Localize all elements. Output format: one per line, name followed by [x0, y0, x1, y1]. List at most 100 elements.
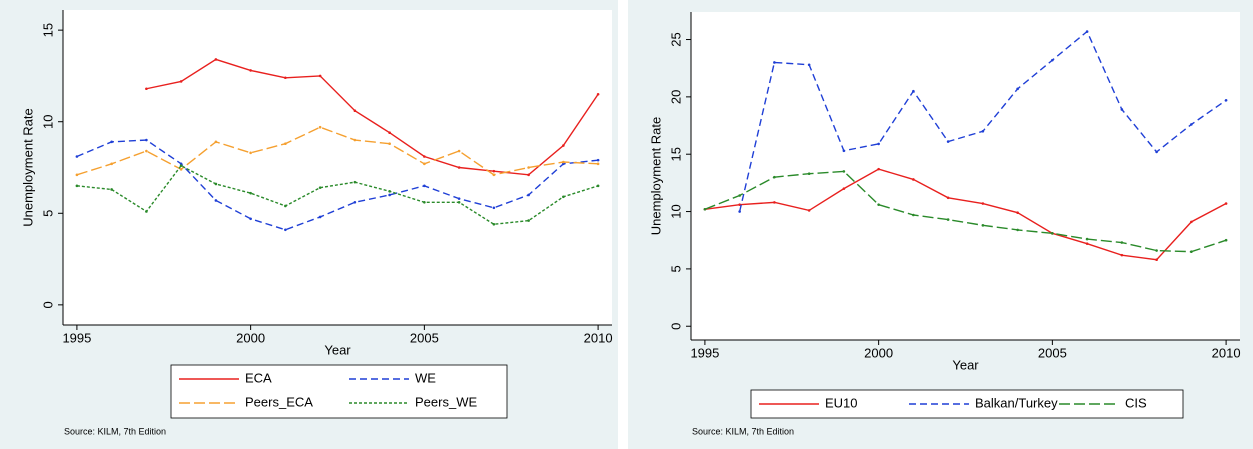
data-point [1016, 228, 1019, 232]
data-point [179, 164, 183, 167]
data-point [912, 178, 915, 181]
data-point [1224, 202, 1228, 205]
data-point [75, 173, 79, 177]
data-point [145, 138, 148, 142]
data-point [1155, 150, 1158, 154]
data-point [527, 193, 530, 197]
data-point [842, 149, 846, 153]
data-point [318, 186, 322, 189]
data-point [738, 194, 741, 197]
data-point [284, 204, 287, 208]
series-line [704, 168, 1227, 261]
data-point [912, 89, 915, 93]
data-point [527, 219, 530, 222]
y-axis-title: Unemployment Rate [20, 108, 35, 227]
data-point [877, 167, 880, 171]
data-point [318, 215, 322, 219]
data-point [596, 92, 600, 96]
data-point [284, 76, 287, 80]
data-point [318, 125, 322, 129]
data-point [423, 155, 426, 158]
data-point [457, 166, 461, 169]
series-line [146, 58, 599, 176]
data-point [75, 184, 79, 188]
plot-area [63, 10, 612, 325]
legend-label: Peers_ECA [245, 394, 313, 409]
x-tick-label: 2000 [864, 345, 893, 360]
data-point [1016, 211, 1019, 214]
series-line [704, 170, 1227, 253]
data-point [773, 175, 776, 179]
legend-label: ECA [245, 370, 272, 385]
data-point [1120, 108, 1124, 111]
data-point [388, 193, 391, 197]
data-point [179, 80, 183, 83]
data-point [527, 173, 530, 177]
data-point [562, 162, 565, 166]
data-point [145, 210, 148, 213]
data-point [284, 142, 287, 145]
legend-label: EU10 [825, 395, 858, 410]
data-point [738, 203, 741, 206]
y-tick-label: 10 [40, 114, 55, 128]
data-point [457, 200, 461, 204]
data-point [807, 63, 811, 67]
data-point [249, 191, 252, 195]
data-point [1120, 241, 1124, 244]
data-point [110, 188, 113, 191]
y-tick-label: 0 [40, 301, 55, 308]
data-point [214, 182, 218, 186]
x-axis-title: Year [952, 357, 979, 372]
data-point [353, 200, 357, 204]
data-point [773, 61, 776, 64]
data-point [773, 201, 776, 204]
x-axis-title: Year [324, 342, 351, 357]
data-point [562, 160, 565, 164]
data-point [1224, 238, 1228, 242]
data-point [807, 209, 811, 212]
data-point [1051, 232, 1054, 235]
y-tick-label: 0 [668, 323, 683, 330]
data-point [179, 162, 183, 166]
data-point [353, 109, 357, 113]
y-tick-label: 10 [668, 204, 683, 218]
data-point [249, 217, 252, 221]
data-point [214, 199, 218, 202]
data-point [284, 228, 287, 232]
data-point [492, 173, 496, 177]
data-point [353, 138, 357, 142]
data-point [981, 129, 985, 133]
data-point [946, 196, 950, 200]
data-point [1190, 123, 1193, 126]
data-point [145, 149, 148, 153]
plot-area [691, 12, 1240, 340]
data-point [423, 184, 426, 188]
y-tick-label: 15 [40, 23, 55, 37]
legend-label: WE [415, 370, 436, 385]
data-point [179, 168, 183, 171]
data-point [1155, 258, 1158, 262]
data-point [1016, 87, 1019, 91]
data-point [877, 203, 880, 206]
x-tick-label: 2010 [1212, 345, 1241, 360]
x-tick-label: 1995 [62, 330, 91, 345]
data-point [249, 69, 252, 72]
data-point [110, 162, 113, 166]
y-tick-label: 5 [40, 210, 55, 217]
data-point [946, 218, 950, 221]
legend-box [170, 364, 508, 419]
x-tick-label: 2005 [410, 330, 439, 345]
series-line [76, 164, 599, 225]
data-point [388, 190, 391, 193]
data-point [1085, 242, 1089, 245]
data-point [981, 202, 985, 205]
x-tick-label: 2010 [584, 330, 613, 345]
data-point [1120, 253, 1124, 257]
x-tick-label: 2000 [236, 330, 265, 345]
y-tick-label: 15 [668, 147, 683, 161]
data-point [492, 222, 496, 226]
data-point [1085, 30, 1089, 33]
y-axis-title: Unemployment Rate [648, 117, 663, 236]
source-note: Source: KILM, 7th Edition [692, 426, 794, 436]
data-point [596, 184, 600, 188]
